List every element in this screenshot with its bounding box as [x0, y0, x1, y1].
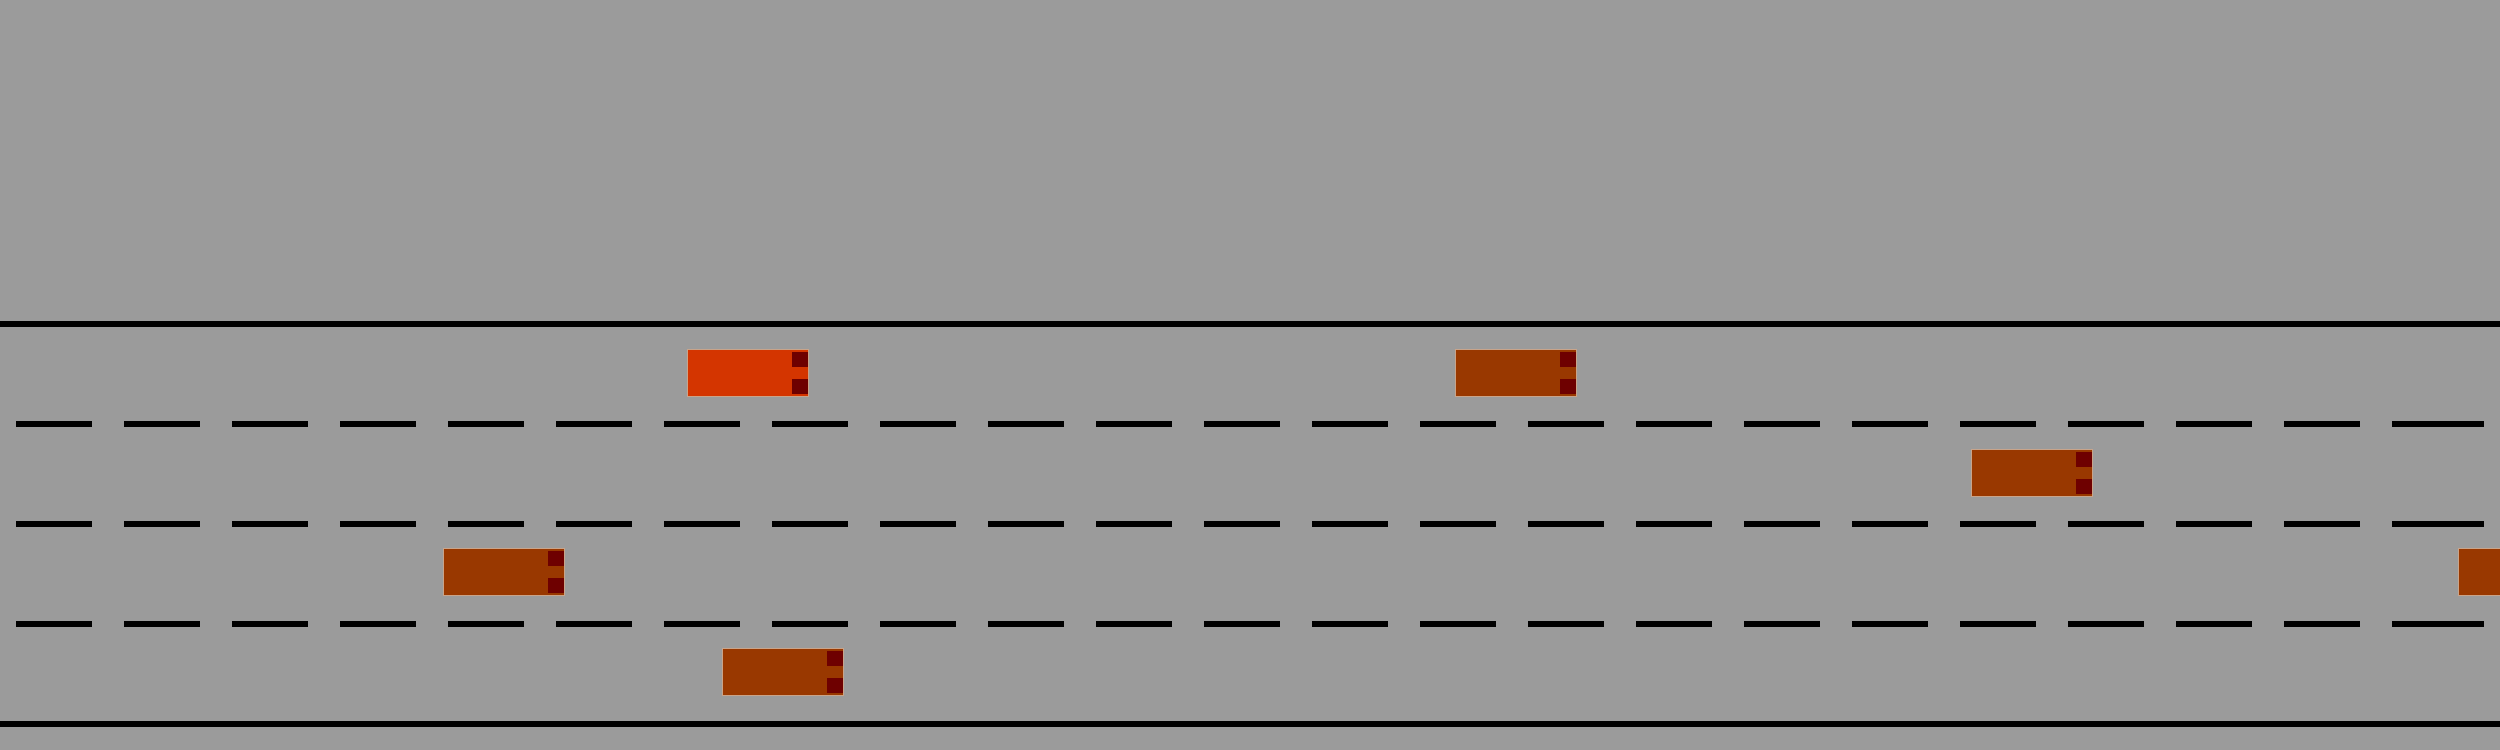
traffic-car — [1971, 449, 2093, 497]
road-bottom-edge — [0, 721, 2500, 727]
tail-light — [827, 678, 843, 693]
tail-light — [2076, 479, 2092, 494]
traffic-car — [1455, 349, 1577, 397]
tail-light — [1560, 379, 1576, 394]
tail-light — [2076, 452, 2092, 467]
tail-light — [792, 352, 808, 367]
tail-light — [548, 551, 564, 566]
tail-light — [827, 651, 843, 666]
traffic-car — [443, 548, 565, 596]
lane-divider-3 — [0, 621, 2500, 627]
traffic-car — [2458, 548, 2500, 596]
lane-divider-2 — [0, 521, 2500, 527]
player-car — [687, 349, 809, 397]
tail-light — [1560, 352, 1576, 367]
traffic-car — [722, 648, 844, 696]
tail-light — [792, 379, 808, 394]
road-top-edge — [0, 321, 2500, 327]
tail-light — [548, 578, 564, 593]
lane-divider-1 — [0, 421, 2500, 427]
